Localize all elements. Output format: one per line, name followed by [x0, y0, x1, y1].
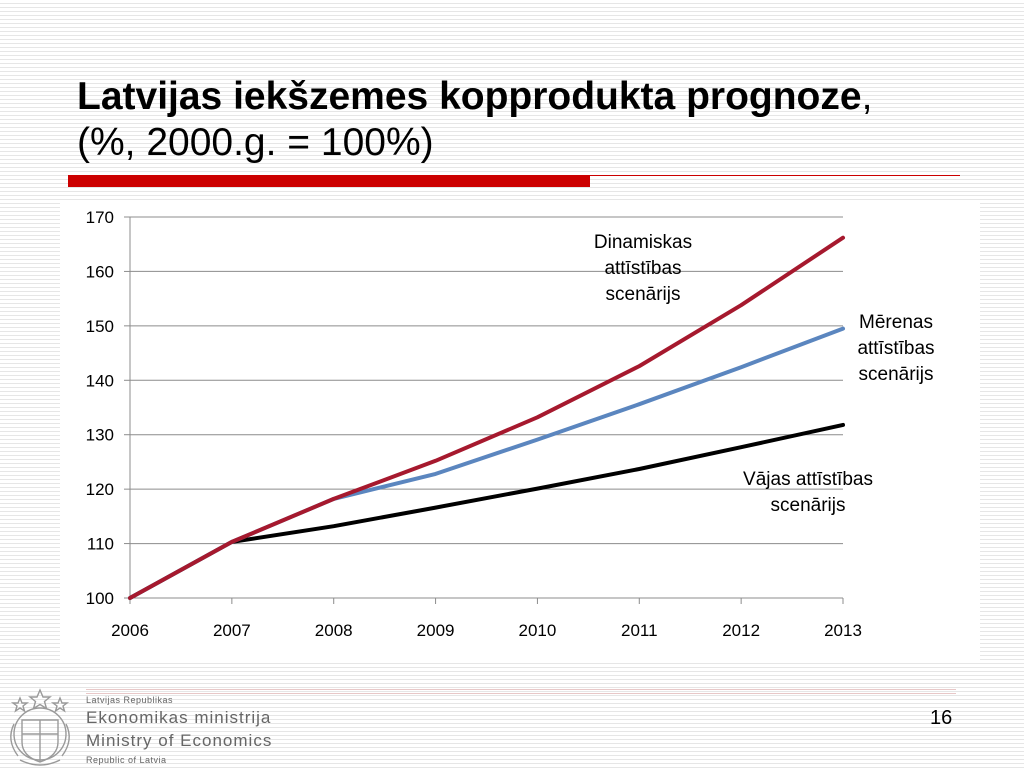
- series-line: [128, 422, 845, 600]
- footer-ministry-lv: Ekonomikas ministrija: [86, 708, 272, 727]
- slide-number: 16: [930, 707, 953, 729]
- x-tick-label: 2007: [213, 621, 251, 640]
- x-tick-label: 2013: [824, 621, 862, 640]
- footer-republic-en: Republic of Latvia: [86, 755, 167, 765]
- footer-republic-lv: Latvijas Republikas: [86, 695, 174, 705]
- y-tick-label: 150: [86, 317, 114, 336]
- y-tick-label: 140: [86, 371, 114, 390]
- title-normal: , (%, 2000.g. = 100%): [77, 75, 873, 164]
- x-tick-label: 2008: [315, 621, 353, 640]
- series-label: scenārijs: [771, 495, 846, 516]
- gdp-forecast-chart: 100 110 120 130 140 150 160 170 2006 2007 2008 2009…: [86, 208, 935, 640]
- x-tick-label: 2006: [111, 621, 149, 640]
- footer-divider-2: [86, 693, 956, 694]
- title-bold: Latvijas iekšzemes kopprodukta prognoze: [77, 75, 862, 118]
- x-tick-label: 2012: [722, 621, 760, 640]
- slide-title: Latvijas iekšzemes kopprodukta prognoze,…: [77, 74, 937, 166]
- x-tick-label: 2009: [417, 621, 455, 640]
- y-tick-label: 160: [86, 262, 114, 281]
- series-label: scenārijs: [859, 364, 934, 385]
- latvia-coat-of-arms-icon: [10, 688, 70, 766]
- series-line: [128, 235, 845, 600]
- y-tick-label: 120: [86, 480, 114, 499]
- series-label: scenārijs: [606, 284, 681, 305]
- series-label: Dinamiskas: [594, 232, 692, 253]
- y-tick-label: 110: [87, 535, 114, 554]
- footer-divider: [86, 689, 956, 690]
- title-accent-bar: [68, 175, 590, 187]
- footer-ministry-en: Ministry of Economics: [86, 731, 273, 750]
- y-tick-label: 170: [86, 208, 114, 227]
- chart-area: 100 110 120 130 140 150 160 170 2006 2007 2008 2009…: [60, 200, 980, 660]
- title-accent-line: [590, 175, 960, 176]
- series-label: attīstības: [857, 338, 934, 359]
- y-tick-label: 100: [86, 589, 114, 608]
- x-tick-label: 2010: [519, 621, 557, 640]
- series-label: attīstības: [604, 258, 681, 279]
- y-tick-label: 130: [86, 426, 114, 445]
- series-line: [128, 326, 845, 600]
- x-tick-label: 2011: [621, 621, 658, 640]
- series-label: Mērenas: [859, 312, 933, 333]
- series-label: Vājas attīstības: [743, 469, 873, 490]
